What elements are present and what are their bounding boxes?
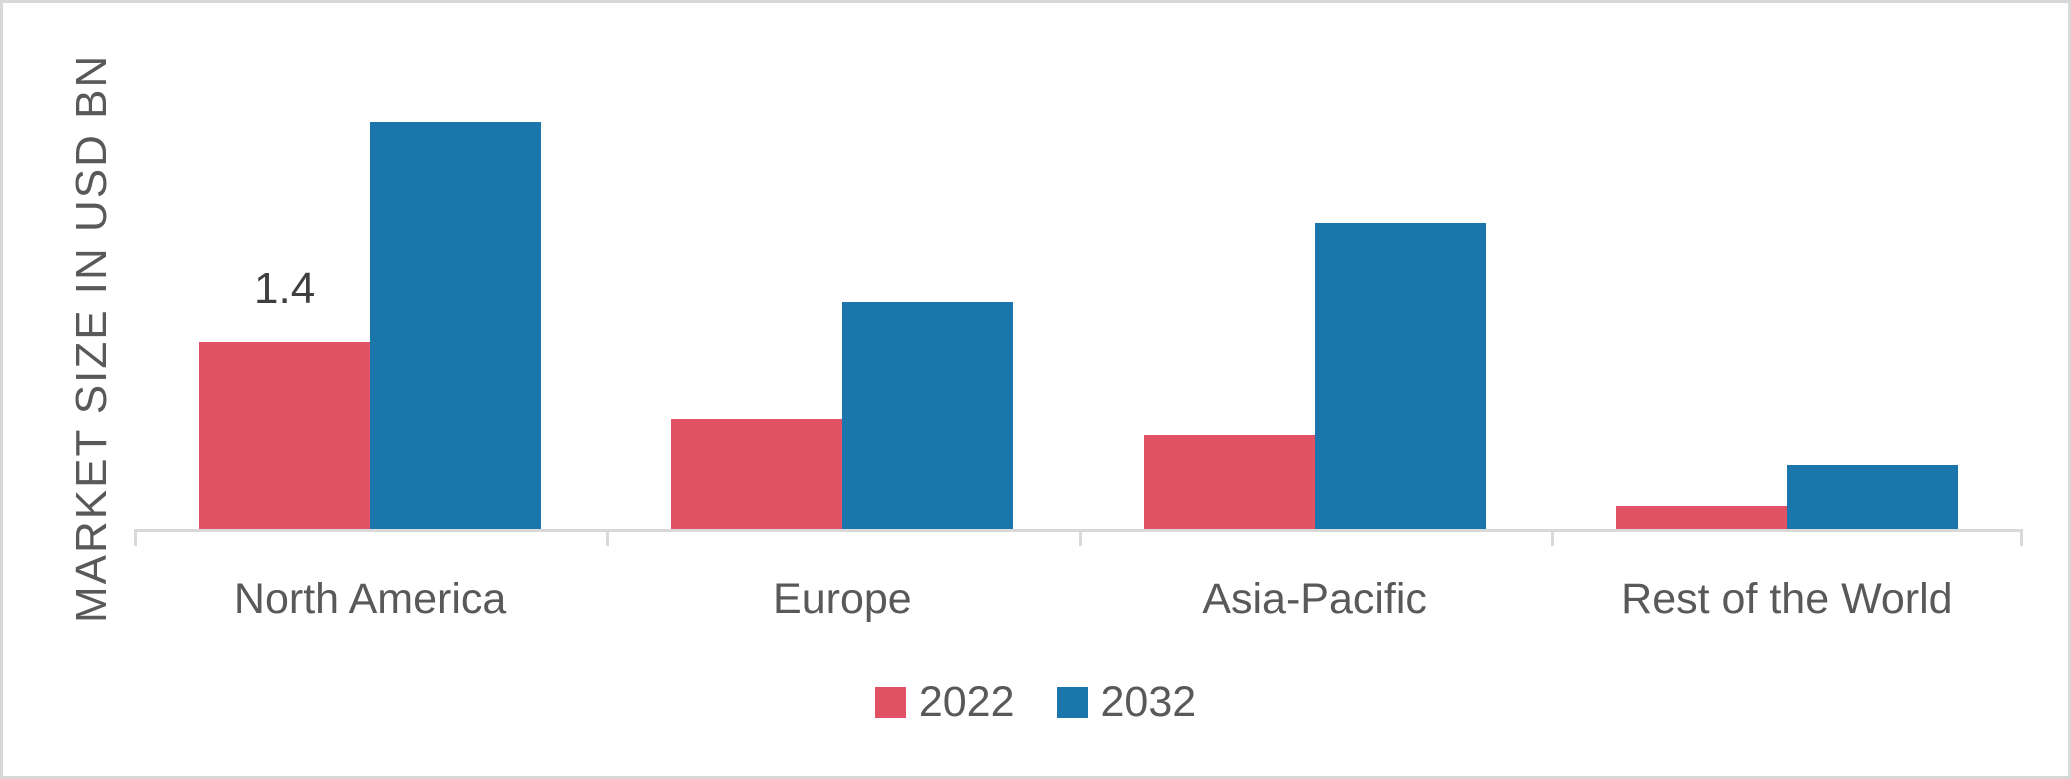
- bar-2022-asia-pacific: [1143, 435, 1315, 529]
- x-axis-tick: [606, 529, 610, 546]
- legend-item-2022: 2022: [874, 678, 1015, 726]
- x-axis-tick: [1078, 529, 1082, 546]
- legend-swatch-2022: [874, 687, 906, 718]
- legend-item-2032: 2032: [1056, 678, 1197, 726]
- category-label-rest-of-the-world: Rest of the World: [1621, 575, 1953, 623]
- category-label-north-america: North America: [233, 575, 507, 623]
- bar-2032-rest-of-the-world: [1786, 465, 1958, 529]
- y-axis-title: MARKET SIZE IN USD BN: [67, 53, 116, 623]
- bar-2022-north-america: [199, 342, 371, 529]
- plot-area: North America Europe Asia-Pacific Rest of t…: [134, 63, 2023, 623]
- legend: 2022 2032: [3, 681, 2068, 724]
- bar-2032-asia-pacific: [1314, 223, 1486, 529]
- bar-2032-north-america: [370, 122, 542, 529]
- x-axis-tick: [2020, 529, 2023, 546]
- bar-2022-rest-of-the-world: [1615, 506, 1787, 529]
- legend-swatch-2032: [1056, 687, 1088, 718]
- x-axis-tick: [1550, 529, 1554, 546]
- legend-label-2032: 2032: [1100, 678, 1197, 726]
- category-label-asia-pacific: Asia-Pacific: [1202, 575, 1427, 623]
- x-axis-tick: [134, 529, 137, 546]
- data-label-2022-north-america: 1.4: [254, 264, 316, 313]
- bar-2032-europe: [842, 302, 1014, 529]
- bar-2022-europe: [671, 419, 843, 529]
- category-label-europe: Europe: [773, 575, 912, 623]
- legend-label-2022: 2022: [918, 678, 1015, 726]
